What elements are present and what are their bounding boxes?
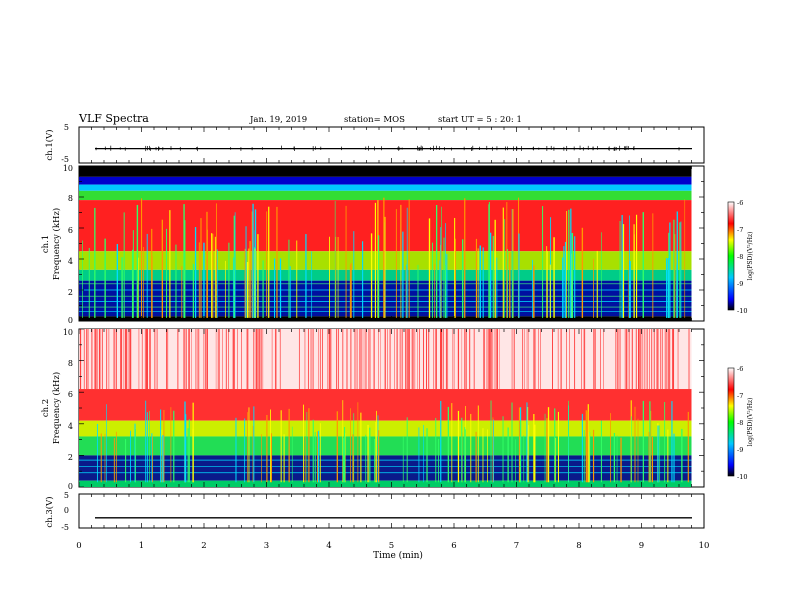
ch3-ylabel: ch.3(V)	[44, 496, 55, 527]
s2-ytick-6: 6	[68, 390, 73, 399]
s1-ytick-0: 0	[68, 316, 73, 325]
axis-ticks	[78, 127, 705, 528]
s2-ytick-2: 2	[68, 453, 73, 462]
xtick-10: 10	[699, 541, 710, 551]
s1-ytick-6: 6	[68, 226, 73, 235]
cb2-tick-minus10: -10	[737, 473, 747, 481]
date-label: Jan. 19, 2019	[250, 115, 308, 125]
cb1-tick-minus10: -10	[737, 307, 747, 315]
s1-band-cyan	[79, 184, 692, 191]
chart-title: VLF Spectra	[79, 112, 149, 125]
ch3-ytick-0: 0	[64, 506, 69, 515]
ch1-ylabel: ch.1(V)	[44, 129, 55, 160]
cb2-tick-minus6: -6	[737, 365, 743, 373]
s2-ytick-10: 10	[63, 328, 73, 337]
cb2-tick-minus9: -9	[737, 446, 743, 454]
s1-ytick-8: 8	[68, 194, 73, 203]
cb1-tick-minus7: -7	[737, 226, 743, 234]
cb2-tick-minus7: -7	[737, 392, 743, 400]
ch1-waveform-spikes	[95, 145, 680, 152]
s2-band-yellow	[79, 420, 692, 437]
xtick-2: 2	[201, 541, 206, 551]
station-label: station= MOS	[344, 115, 405, 125]
ch3-ytick-5: 5	[64, 491, 69, 500]
cb1-tick-minus8: -8	[737, 253, 743, 261]
ch1-colorbar	[727, 201, 735, 311]
xtick-1: 1	[139, 541, 144, 551]
s2-ytick-4: 4	[68, 422, 73, 431]
start-time-label: start UT = 5 : 20: 1	[438, 115, 522, 125]
xtick-4: 4	[326, 541, 331, 551]
s2-channel-label: ch.2	[41, 399, 51, 417]
xtick-6: 6	[451, 541, 456, 551]
s1-ytick-10: 10	[63, 164, 73, 173]
xtick-8: 8	[576, 541, 581, 551]
ch1-ytick-minus5: -5	[61, 155, 69, 164]
s1-ytick-4: 4	[68, 257, 73, 266]
cb2-tick-minus8: -8	[737, 419, 743, 427]
s1-ylabel: Frequency (kHz)	[51, 208, 62, 280]
cb2-label: log(PSD)(V²/Hz)	[747, 398, 754, 447]
cb1-label: log(PSD)(V²/Hz)	[747, 232, 754, 281]
xtick-7: 7	[514, 541, 519, 551]
ch2-colorbar	[727, 367, 735, 477]
ch1-waveform-panel	[78, 126, 705, 164]
s2-ytick-8: 8	[68, 359, 73, 368]
cb1-tick-minus6: -6	[737, 199, 743, 207]
s1-ytick-2: 2	[68, 288, 73, 297]
s2-ylabel: Frequency (kHz)	[51, 372, 62, 444]
xtick-3: 3	[264, 541, 269, 551]
x-axis-label: Time (min)	[373, 550, 423, 561]
xtick-5: 5	[389, 541, 394, 551]
ch3-waveform-panel	[78, 493, 705, 529]
s1-band-green-upper	[79, 190, 692, 201]
s1-band-black-top	[79, 166, 692, 177]
xtick-0: 0	[76, 541, 81, 551]
ch1-ytick-5: 5	[64, 123, 69, 132]
ch3-ytick-minus5: -5	[61, 523, 69, 532]
cb1-tick-minus9: -9	[737, 280, 743, 288]
s1-band-black-bottom	[79, 316, 692, 321]
s2-ytick-0: 0	[68, 482, 73, 491]
s2-band-green	[79, 436, 692, 456]
xtick-9: 9	[639, 541, 644, 551]
ch1-spectrogram-image	[79, 166, 692, 321]
s2-band-red	[79, 389, 692, 421]
s1-band-blue-top	[79, 176, 692, 185]
ch2-spectrogram-image	[79, 329, 692, 487]
s1-channel-label: ch.1	[41, 235, 51, 253]
s2-band-bottom	[79, 480, 692, 487]
